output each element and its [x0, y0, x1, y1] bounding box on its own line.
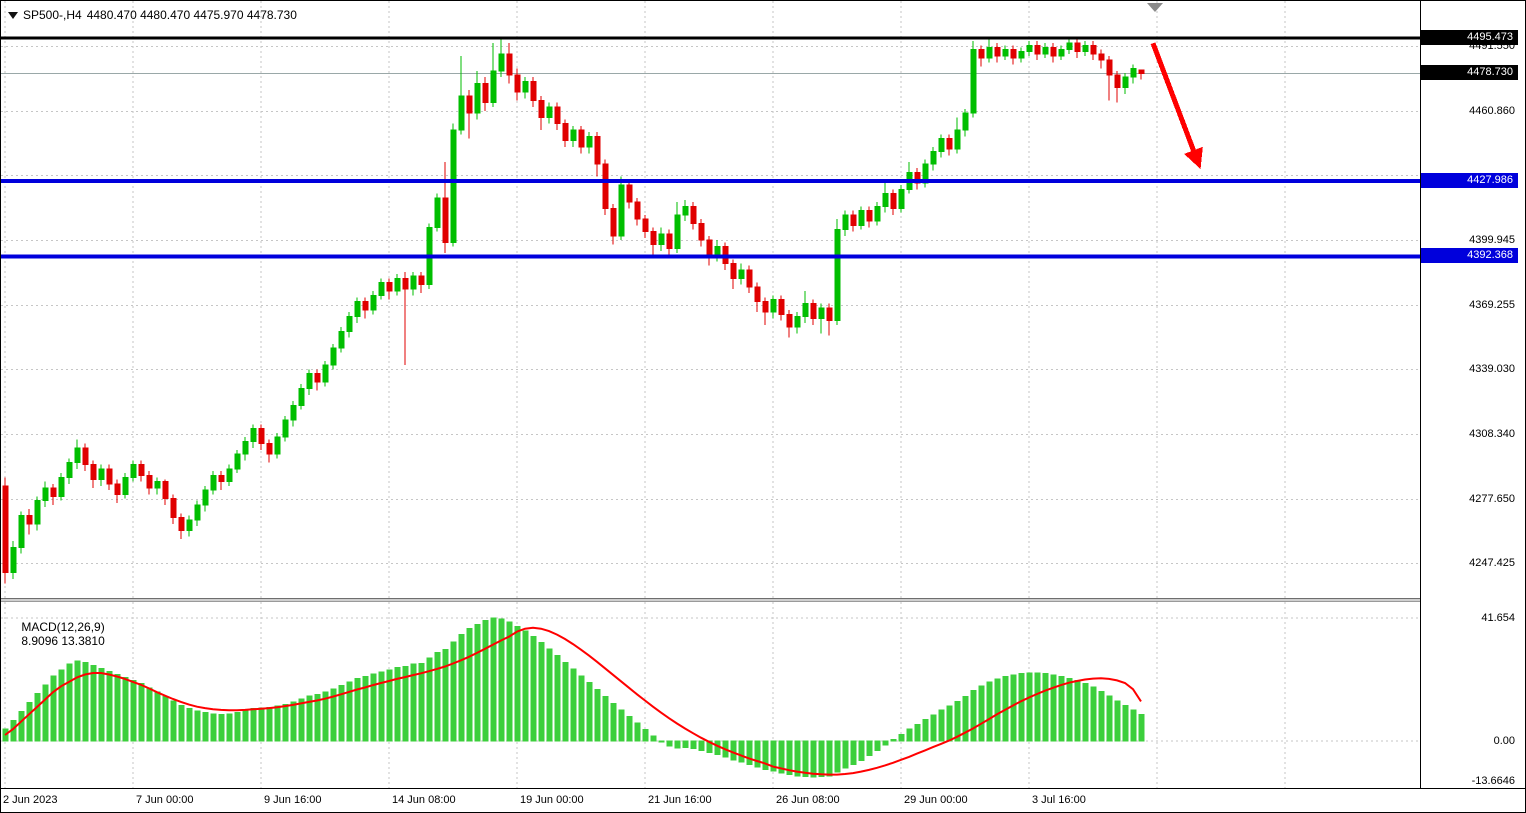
trend-arrow-annotation[interactable] — [1150, 42, 1203, 170]
time-label: 9 Jun 16:00 — [264, 794, 322, 806]
macd-signal-line — [4, 626, 1142, 776]
horizontal-lines-layer[interactable] — [1, 36, 1420, 259]
time-label: 14 Jun 08:00 — [392, 794, 456, 806]
symbol-period: SP500-,H4 — [23, 8, 82, 22]
time-label: 29 Jun 00:00 — [904, 794, 968, 806]
price-grid-label: 4277.650 — [1469, 493, 1515, 506]
macd-name: MACD(12,26,9) — [21, 620, 105, 634]
time-axis[interactable]: 2 Jun 2023 7 Jun 00:00 9 Jun 16:00 14 Jun 0… — [1, 788, 1525, 812]
macd-axis-label: 41.654 — [1481, 611, 1515, 624]
grid-layer — [1, 1, 1420, 598]
price-grid-label: 4399.945 — [1469, 234, 1515, 247]
chart-shift-marker-icon[interactable] — [1147, 3, 1163, 12]
macd-axis-label: 0.00 — [1493, 734, 1515, 747]
panel-separator[interactable] — [1, 598, 1525, 602]
ohlc-values: 4480.470 4480.470 4475.970 4478.730 — [86, 8, 297, 22]
time-label: 19 Jun 00:00 — [520, 794, 584, 806]
price-grid-label: 4339.030 — [1469, 363, 1515, 376]
price-level-label: 4478.730 — [1421, 65, 1518, 81]
price-axis[interactable]: 4491.550 4460.860 4399.945 4369.255 4339.030… — [1421, 1, 1525, 788]
price-axis-divider — [1420, 1, 1421, 788]
price-grid-label: 4308.340 — [1469, 428, 1515, 441]
time-label: 26 Jun 08:00 — [776, 794, 840, 806]
macd-axis-label: -13.6646 — [1471, 775, 1515, 788]
price-grid-label: 4369.255 — [1469, 299, 1515, 312]
macd-indicator-label: MACD(12,26,9) 8.9096 13.3810 — [8, 606, 105, 662]
macd-histogram-layer — [2, 617, 1145, 778]
price-grid-label: 4247.425 — [1469, 557, 1515, 570]
macd-panel[interactable] — [1, 602, 1420, 788]
time-label: 3 Jul 16:00 — [1032, 794, 1086, 806]
time-label: 7 Jun 00:00 — [136, 794, 194, 806]
candles-layer — [2, 36, 1145, 584]
symbol-ohlc-info: SP500-,H4 4480.470 4480.470 4475.970 447… — [8, 8, 297, 22]
time-label: 2 Jun 2023 — [3, 794, 58, 806]
time-label: 21 Jun 16:00 — [648, 794, 712, 806]
price-level-label: 4392.368 — [1421, 248, 1518, 264]
main-chart[interactable] — [1, 1, 1420, 598]
price-level-label: 4495.473 — [1421, 30, 1518, 45]
price-grid-label: 4460.860 — [1469, 105, 1515, 118]
macd-values: 8.9096 13.3810 — [21, 634, 105, 648]
macd-grid-layer — [1, 602, 1420, 788]
chart-menu-icon[interactable] — [8, 11, 18, 19]
price-level-label: 4427.986 — [1421, 172, 1518, 188]
